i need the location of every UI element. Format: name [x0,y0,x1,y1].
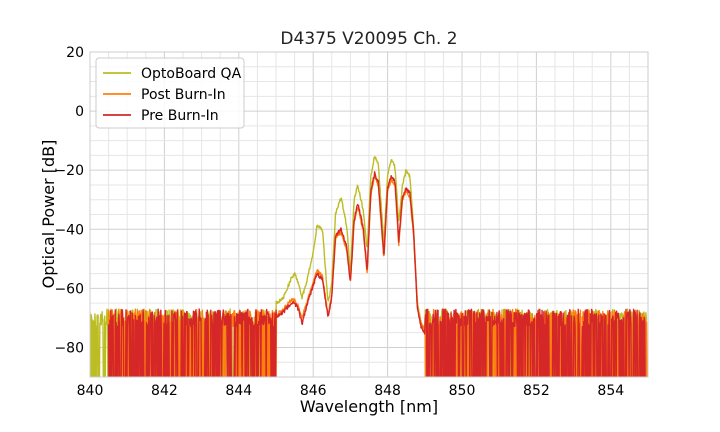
series-line-3 [107,171,646,377]
y-tick-label: −20 [54,163,84,179]
y-tick-label: 20 [66,45,84,61]
y-tick-label: −40 [54,222,84,238]
y-tick-label: −80 [54,340,84,356]
x-tick-label: 846 [300,383,327,399]
y-tick-label: −60 [54,281,84,297]
x-axis-label: Wavelength [nm] [300,397,438,416]
x-tick-label: 850 [449,383,476,399]
plot-frame [89,51,649,378]
series-layer [90,156,648,377]
x-tick-label: 842 [151,383,178,399]
legend: OptoBoard QA Post Burn-In Pre Burn-In [95,57,245,129]
x-tick-label: 840 [77,383,104,399]
legend-label: OptoBoard QA [141,66,242,82]
x-tick-label: 854 [597,383,624,399]
x-tick-label: 848 [374,383,401,399]
y-tick-label: 0 [75,104,84,120]
x-tick-label: 852 [523,383,550,399]
legend-box [95,57,245,129]
legend-label: Post Burn-In [141,87,226,103]
tick-labels: 840 842 844 846 848 850 852 854 20 0 −20 −40 −60 −80 [54,45,624,399]
x-tick-label: 844 [225,383,252,399]
chart-title: D4375 V20095 Ch. 2 [280,29,457,49]
legend-label: Pre Burn-In [141,108,219,124]
y-axis-label: Optical Power [dB] [39,140,58,289]
